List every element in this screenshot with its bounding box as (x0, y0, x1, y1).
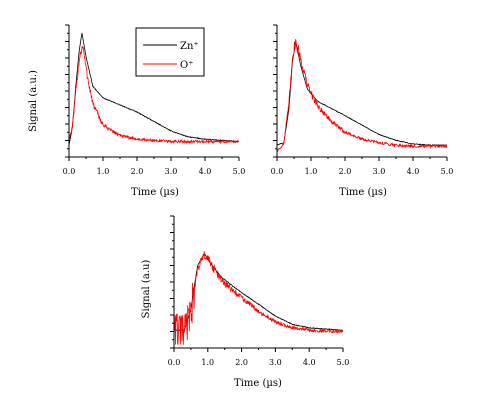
x-tick-label: 2.0 (235, 358, 248, 367)
x-tick-labels: 0.0 1.0 2.0 3.0 4.0 5.0 (168, 358, 350, 367)
x-tick-label: 0.0 (271, 167, 284, 176)
x-tick-label: 4.0 (199, 167, 212, 176)
x-tick-label: 4.0 (303, 358, 316, 367)
series-line-o (68, 45, 240, 145)
x-tick-label: 4.0 (407, 167, 420, 176)
ticks (65, 24, 240, 161)
x-tick-label: 2.0 (131, 167, 144, 176)
x-tick-labels: 0.0 1.0 2.0 3.0 4.0 5.0 (63, 167, 246, 176)
x-tick-label: 3.0 (373, 167, 386, 176)
x-axis-label: Time (µs) (234, 378, 282, 389)
x-tick-label: 2.0 (339, 167, 352, 176)
chart-panel-bottom: 0.0 1.0 2.0 3.0 4.0 5.0 Time (µs) Signal (a.u… (141, 215, 350, 389)
x-tick-label: 0.0 (168, 358, 181, 367)
series-line-o (276, 39, 448, 152)
y-axis-label: Signal (a.u.) (28, 70, 39, 132)
ticks (170, 215, 344, 352)
ticks (273, 24, 448, 161)
legend-label-o: O⁺ (180, 60, 193, 71)
x-tick-label: 1.0 (201, 358, 214, 367)
x-tick-label: 1.0 (97, 167, 110, 176)
x-tick-label: 5.0 (233, 167, 246, 176)
x-tick-label: 5.0 (441, 167, 454, 176)
chart-panel-top-left: 0.0 1.0 2.0 3.0 4.0 5.0 Time (µs) Signal (a.u… (28, 24, 246, 198)
x-tick-label: 1.0 (305, 167, 318, 176)
legend: Zn⁺ O⁺ (135, 27, 205, 77)
x-axis-label: Time (µs) (131, 187, 179, 198)
axes (276, 25, 447, 158)
x-tick-labels: 0.0 1.0 2.0 3.0 4.0 5.0 (271, 167, 454, 176)
series-line-zn (173, 253, 344, 332)
x-tick-label: 3.0 (269, 358, 282, 367)
x-tick-label: 0.0 (63, 167, 76, 176)
x-tick-label: 3.0 (165, 167, 178, 176)
x-axis-label: Time (µs) (339, 187, 387, 198)
y-axis-label: Signal (a.u) (141, 260, 152, 319)
series-line-zn (68, 32, 240, 146)
series-line-zn (276, 42, 447, 147)
plot-area (276, 39, 448, 152)
chart-panel-top-right: 0.0 1.0 2.0 3.0 4.0 5.0 Time (µs) (271, 24, 454, 198)
plot-area (68, 32, 240, 146)
legend-box (135, 27, 205, 77)
legend-label-zn: Zn⁺ (180, 41, 199, 52)
plot-area (173, 251, 344, 345)
x-tick-label: 5.0 (337, 358, 350, 367)
series-line-o (173, 251, 344, 345)
